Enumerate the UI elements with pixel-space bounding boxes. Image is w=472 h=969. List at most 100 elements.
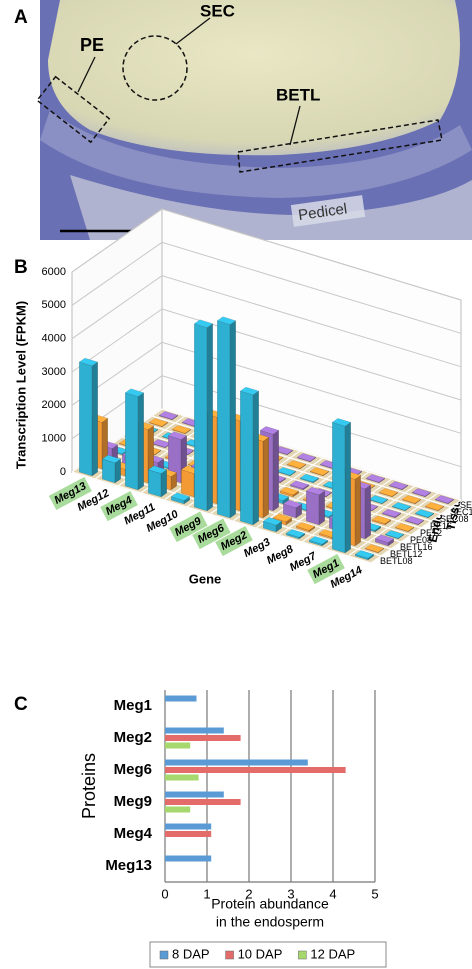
- legend-label: 12 DAP: [310, 946, 355, 961]
- bar-top: [78, 357, 99, 367]
- bar-top: [394, 523, 415, 532]
- bar: [216, 316, 237, 519]
- pointer: [77, 56, 96, 93]
- legend-label: 10 DAP: [238, 946, 283, 961]
- bar-front: [217, 320, 231, 519]
- y-tick-label: Meg9: [114, 793, 152, 810]
- bar: [394, 523, 415, 533]
- bar: [368, 495, 389, 505]
- bar-side: [206, 323, 213, 512]
- bar-front: [148, 469, 162, 498]
- bar-top: [299, 473, 320, 483]
- bar: [388, 481, 409, 491]
- label-highlight: [48, 476, 92, 510]
- bar-top: [193, 319, 214, 328]
- bar-top: [434, 495, 455, 504]
- bar-top: [259, 426, 280, 435]
- legend-label: BETL16: [400, 542, 433, 552]
- bar: [165, 791, 224, 798]
- bar: [165, 735, 241, 741]
- bar: [404, 516, 425, 526]
- bar: [165, 759, 308, 766]
- bar-top: [167, 431, 188, 440]
- bar-front: [306, 490, 320, 526]
- label-highlight: [169, 511, 208, 543]
- bar: [165, 831, 212, 837]
- floor-line: [141, 422, 442, 515]
- bar-top: [401, 495, 422, 504]
- bar-top: [308, 536, 329, 545]
- grid-line: [71, 275, 462, 368]
- panel-label: B: [14, 257, 28, 278]
- bar: [165, 695, 197, 702]
- bar: [165, 742, 191, 749]
- pointer: [289, 105, 301, 146]
- label-highlight: [100, 490, 138, 522]
- x-tick-group: Meg13: [48, 476, 92, 510]
- bar-top: [285, 529, 306, 538]
- bar: [193, 319, 214, 512]
- bar: [165, 727, 224, 734]
- panel-b: B Transcription Level (FPKM) Gene Endosp…: [13, 208, 472, 591]
- grid-line: [71, 308, 462, 401]
- bar-front: [102, 458, 116, 484]
- panel-label: A: [14, 7, 28, 28]
- bar-top: [158, 411, 179, 420]
- bar: [371, 515, 392, 526]
- bar-top: [171, 425, 192, 434]
- bar: [151, 439, 172, 449]
- bar: [279, 486, 300, 498]
- bar-top: [368, 495, 389, 504]
- y-tick-label: 6000: [42, 266, 66, 278]
- label-box: [290, 195, 366, 227]
- y-tick-label: Meg6: [114, 761, 152, 778]
- bar-top: [286, 460, 307, 469]
- bar-front: [181, 469, 195, 498]
- endosperm: [48, 0, 460, 156]
- bar-top: [309, 467, 330, 476]
- x-tick-label: 4: [329, 886, 336, 901]
- bar-front: [332, 421, 346, 554]
- bar-front: [79, 361, 93, 477]
- bar: [124, 388, 145, 491]
- y-tick-label: 3000: [42, 366, 66, 378]
- legend-label: SEC08: [440, 514, 469, 524]
- betl-band: [40, 110, 472, 198]
- bar: [262, 517, 283, 533]
- bar-top: [262, 517, 283, 526]
- bar: [374, 534, 395, 547]
- bar: [296, 453, 317, 463]
- x-axis-title: Gene: [189, 571, 222, 586]
- bar-side: [354, 474, 361, 547]
- annotation: Pedicel: [297, 200, 348, 224]
- bar-top: [391, 502, 412, 511]
- bar-top: [384, 530, 405, 539]
- bar: [165, 855, 212, 862]
- panel-c: C Proteins Protein abundance in the endo…: [14, 690, 387, 968]
- x-tick-label: 3: [287, 886, 294, 901]
- bar: [384, 530, 405, 540]
- bar: [165, 806, 191, 813]
- bar-side: [252, 390, 259, 526]
- x-axis-title: Protein abundance: [211, 896, 329, 912]
- bar: [147, 465, 168, 498]
- bar-top: [411, 488, 432, 497]
- bar: [364, 544, 385, 554]
- bar-top: [289, 480, 310, 489]
- bar-top: [147, 465, 168, 474]
- legend-label: 8 DAP: [172, 946, 210, 961]
- floor-line: [255, 464, 347, 529]
- bar: [331, 418, 352, 554]
- bar-top: [295, 522, 316, 531]
- y-tick-label: Meg4: [114, 825, 153, 842]
- floor-line: [370, 499, 462, 564]
- legend-swatch: [225, 950, 234, 960]
- bar-side: [137, 392, 144, 491]
- pe-outline: [36, 75, 111, 144]
- legend-swatch: [298, 950, 307, 960]
- annotation: BETL: [276, 85, 320, 104]
- y-tick-label: 4000: [42, 333, 66, 345]
- bar-top: [424, 502, 445, 511]
- bar-front: [125, 392, 139, 491]
